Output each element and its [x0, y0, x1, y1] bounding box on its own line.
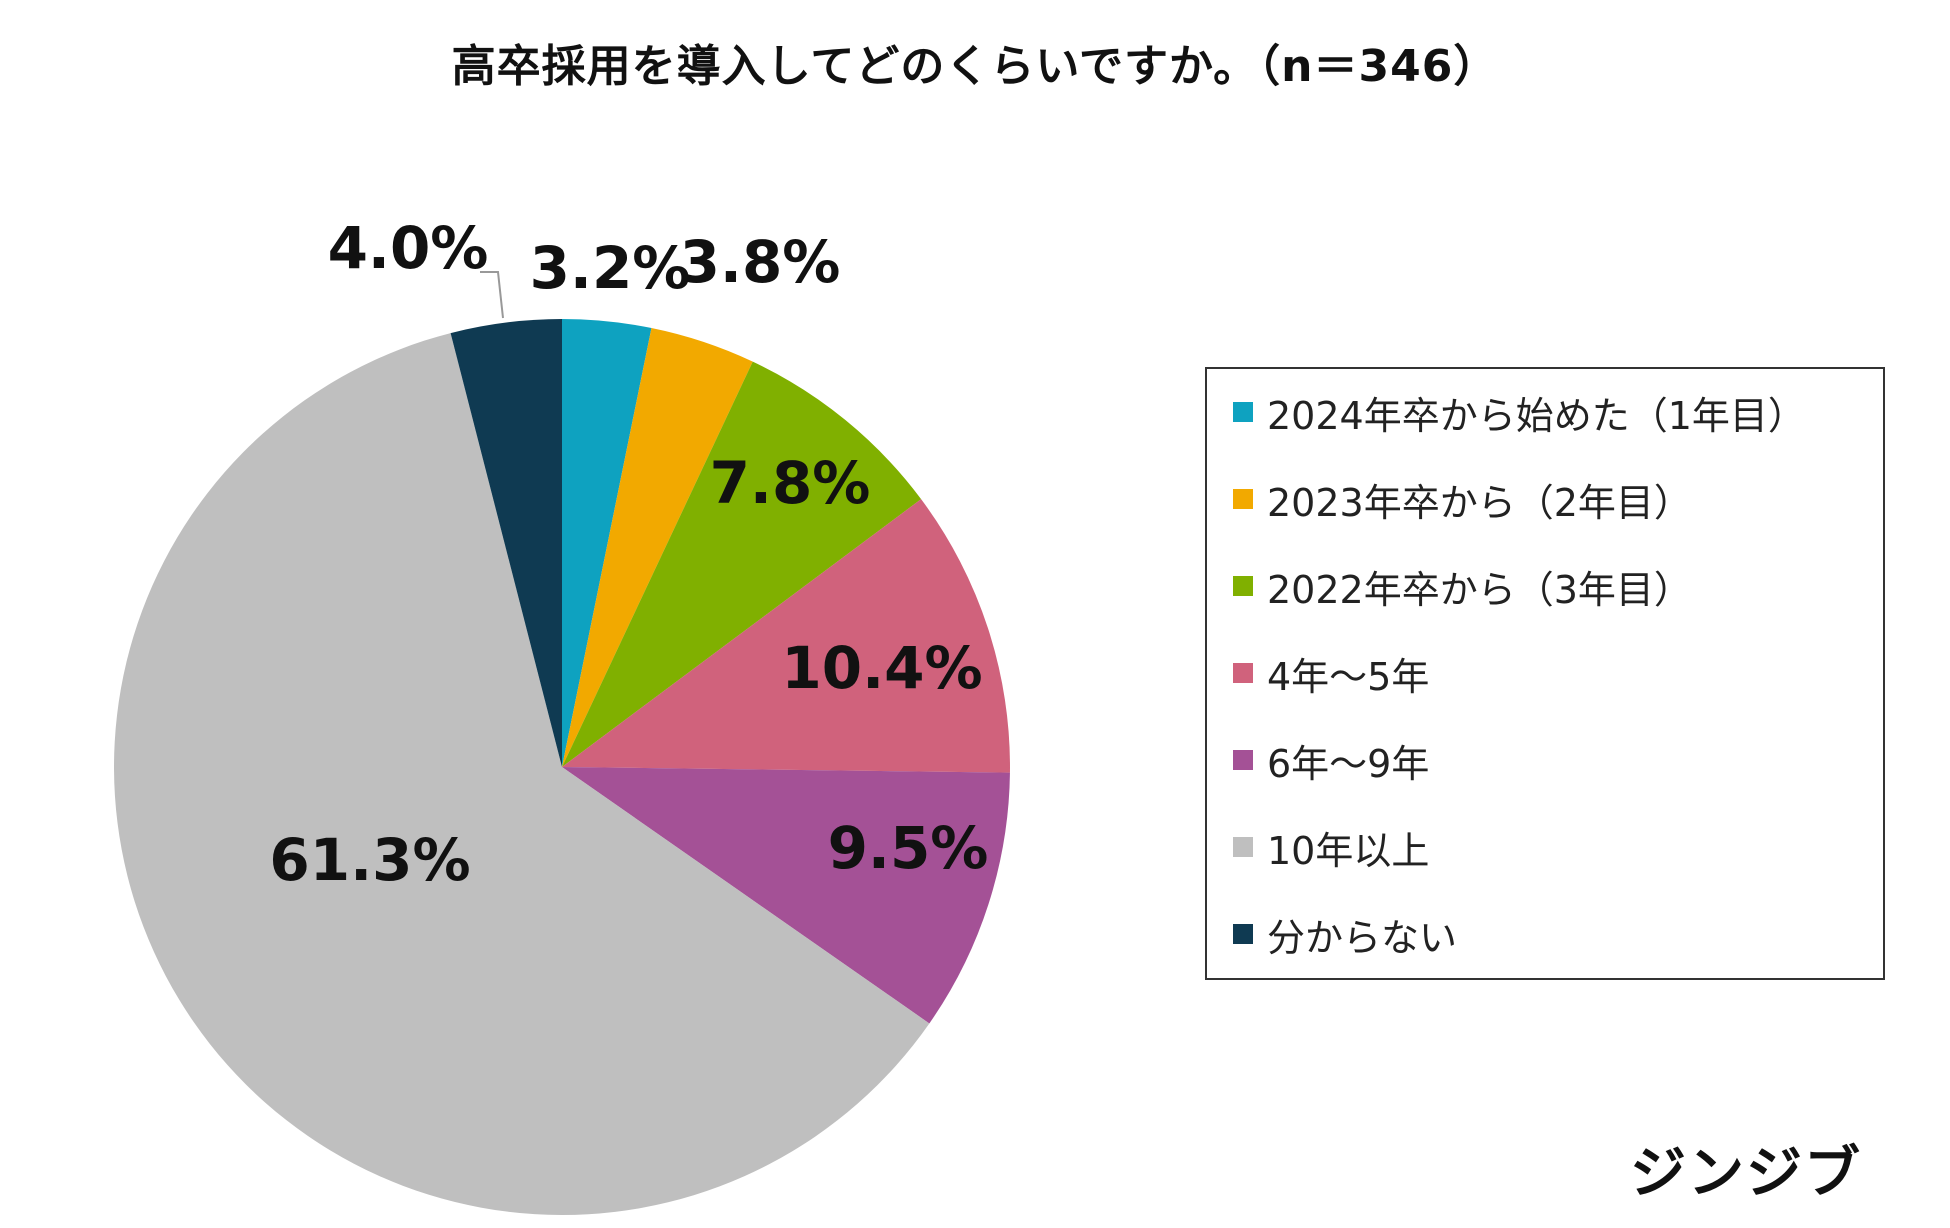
- legend-item: 2022年卒から（3年目）: [1233, 561, 1692, 612]
- legend-swatch: [1233, 489, 1253, 509]
- data-label: 3.8%: [680, 228, 841, 296]
- data-label: 10.4%: [781, 634, 982, 702]
- legend-label: 2024年卒から始めた（1年目）: [1267, 393, 1806, 438]
- pie-slice: [562, 319, 652, 767]
- legend-swatch: [1233, 576, 1253, 596]
- legend-item: 分からない: [1233, 909, 1458, 960]
- pie-slice: [450, 318, 562, 767]
- legend-label: 2023年卒から（2年目）: [1267, 480, 1692, 525]
- data-label: 7.8%: [710, 449, 871, 517]
- data-label: 3.2%: [530, 234, 691, 302]
- legend-item: 10年以上: [1233, 822, 1430, 873]
- legend-swatch: [1233, 837, 1253, 857]
- data-label: 4.0%: [328, 214, 489, 282]
- leader-line: [480, 271, 504, 319]
- brand-logo: ジンジブ: [1630, 1141, 1862, 1206]
- legend-swatch: [1233, 924, 1253, 944]
- legend-swatch: [1233, 663, 1253, 683]
- legend-label: 2022年卒から（3年目）: [1267, 567, 1692, 612]
- pie-slice: [114, 333, 930, 1215]
- chart-legend: 2024年卒から始めた（1年目） 2023年卒から（2年目） 2022年卒から（…: [1205, 367, 1885, 980]
- pie-slice: [562, 499, 1010, 773]
- legend-swatch: [1233, 750, 1253, 770]
- legend-label: 4年～5年: [1267, 654, 1430, 699]
- legend-label: 6年～9年: [1267, 741, 1430, 786]
- legend-item: 4年～5年: [1233, 648, 1430, 699]
- pie-slice: [562, 328, 753, 767]
- legend-swatch: [1233, 402, 1253, 422]
- legend-label: 10年以上: [1267, 828, 1430, 873]
- pie-slice: [562, 361, 922, 767]
- data-label: 9.5%: [828, 814, 989, 882]
- legend-item: 2023年卒から（2年目）: [1233, 474, 1692, 525]
- legend-label: 分からない: [1267, 915, 1458, 960]
- legend-item: 6年～9年: [1233, 735, 1430, 786]
- pie-slice: [562, 767, 1010, 1024]
- data-label: 61.3%: [269, 826, 470, 894]
- legend-item: 2024年卒から始めた（1年目）: [1233, 387, 1806, 438]
- chart-title: 高卒採用を導入してどのくらいですか。（n＝346）: [451, 41, 1499, 92]
